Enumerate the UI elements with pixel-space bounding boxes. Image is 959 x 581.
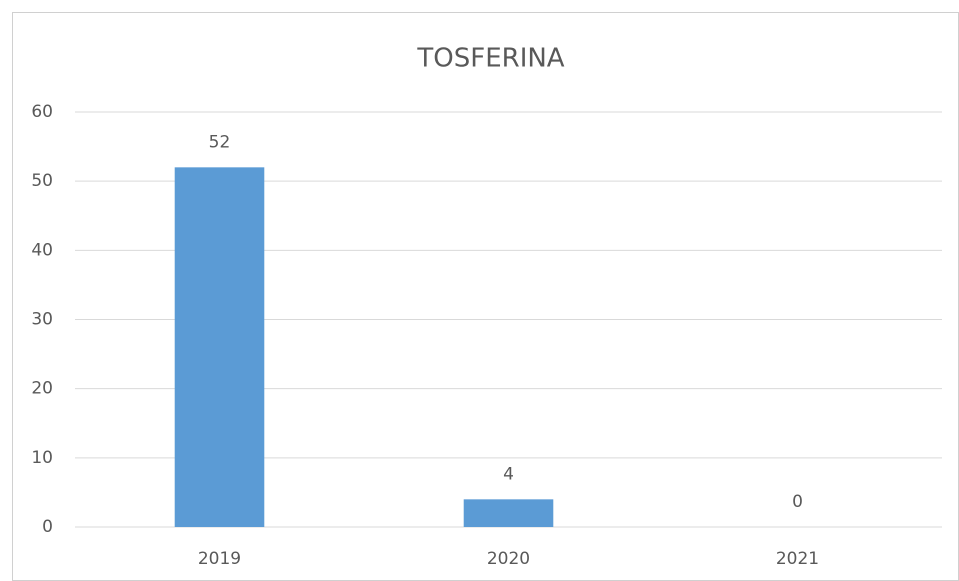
x-tick-label: 2021 bbox=[776, 549, 819, 569]
chart-border bbox=[12, 12, 959, 581]
y-tick-label: 30 bbox=[31, 310, 53, 330]
y-tick-label: 40 bbox=[31, 240, 53, 260]
data-label: 4 bbox=[503, 464, 514, 484]
bar bbox=[463, 499, 554, 527]
y-tick-label: 50 bbox=[31, 171, 53, 191]
y-tick-label: 10 bbox=[31, 448, 53, 468]
x-tick-label: 2019 bbox=[198, 549, 241, 569]
y-tick-label: 0 bbox=[42, 517, 53, 537]
chart-title: TOSFERINA bbox=[416, 44, 564, 74]
y-tick-label: 60 bbox=[31, 102, 53, 122]
bar bbox=[174, 167, 265, 528]
data-label: 52 bbox=[209, 132, 231, 152]
y-tick-label: 20 bbox=[31, 379, 53, 399]
x-tick-label: 2020 bbox=[487, 549, 530, 569]
data-label: 0 bbox=[792, 492, 803, 512]
